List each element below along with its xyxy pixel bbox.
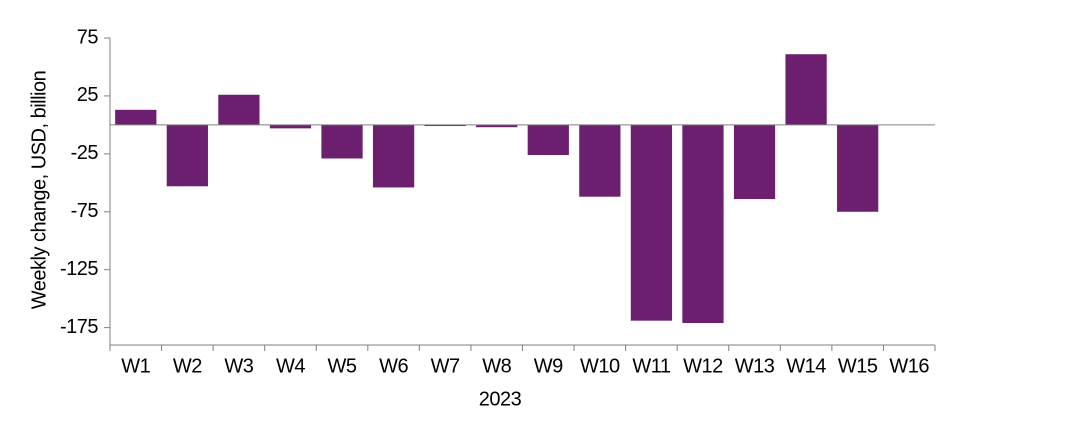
bar — [372, 124, 415, 188]
bar — [424, 124, 466, 127]
x-tick-label: W16 — [889, 355, 929, 377]
x-tick-label: W10 — [580, 355, 620, 377]
x-tick-label: W3 — [224, 355, 253, 377]
x-tick-label: W7 — [431, 355, 460, 377]
x-tick-label: W9 — [534, 355, 563, 377]
bar — [321, 124, 363, 159]
bar — [166, 124, 208, 187]
bar — [630, 124, 673, 321]
x-tick-label: W12 — [683, 355, 723, 377]
x-tick-label: W14 — [786, 355, 826, 377]
x-axis-title: 2023 — [479, 388, 522, 410]
y-tick-label: -175 — [60, 316, 98, 338]
x-tick-label: W13 — [735, 355, 775, 377]
x-tick-label: W6 — [379, 355, 408, 377]
y-tick-label: -25 — [71, 142, 99, 164]
bar — [476, 124, 518, 128]
x-tick-label: W4 — [276, 355, 305, 377]
x-tick-label: W11 — [632, 355, 671, 377]
x-tick-label: W1 — [121, 355, 150, 377]
y-tick-label: -125 — [60, 258, 98, 280]
y-tick-label: -75 — [71, 200, 99, 222]
bar — [527, 124, 569, 156]
bar — [218, 94, 260, 125]
bar — [682, 124, 724, 323]
x-tick-label: W2 — [173, 355, 202, 377]
y-tick-label: 25 — [77, 84, 99, 106]
bar — [579, 124, 621, 197]
bar — [269, 124, 312, 129]
x-tick-label: W15 — [838, 355, 878, 377]
y-axis-title: Weekly change, USD, billion — [28, 71, 50, 309]
bar — [785, 54, 827, 125]
bar — [837, 124, 879, 212]
x-tick-label: W5 — [328, 355, 357, 377]
bar — [733, 124, 776, 200]
bar — [115, 109, 157, 125]
y-tick-label: 75 — [77, 26, 99, 48]
x-tick-label: W8 — [482, 355, 511, 377]
